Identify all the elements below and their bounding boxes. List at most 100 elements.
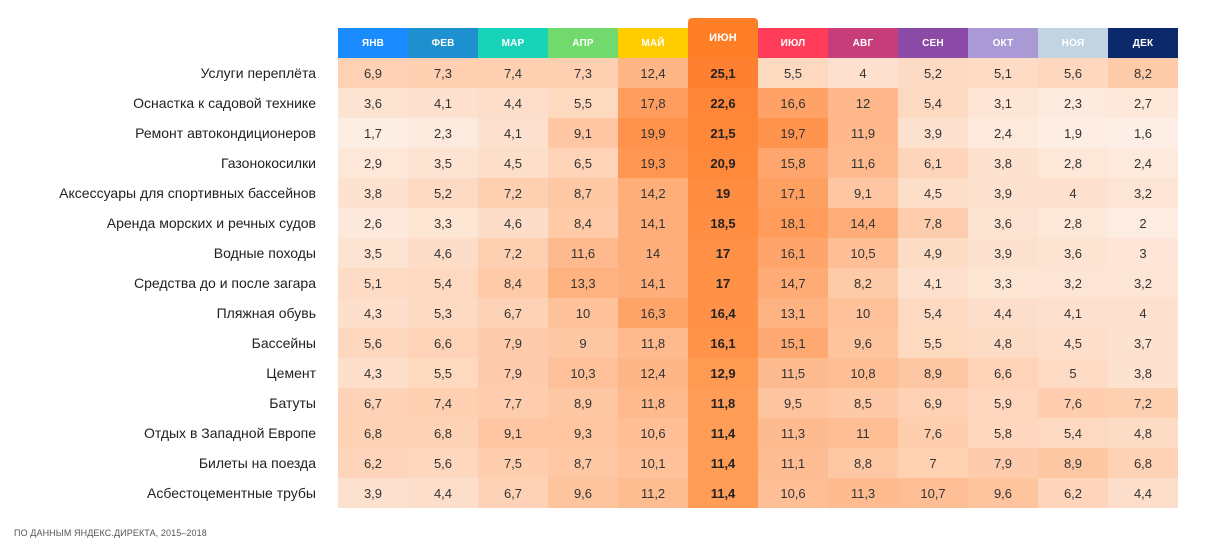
month-header-1: ЯНВ <box>338 28 408 58</box>
row-label: Пляжная обувь <box>216 305 316 321</box>
month-header-2: ФЕВ <box>408 28 478 58</box>
heatmap-cell: 9,1 <box>548 118 618 148</box>
heatmap-cell: 7,7 <box>478 388 548 418</box>
heatmap-cell: 3,9 <box>338 478 408 508</box>
heatmap-cell: 6,7 <box>478 478 548 508</box>
month-header-3: МАР <box>478 28 548 58</box>
heatmap-cell: 6,5 <box>548 148 618 178</box>
heatmap-cell: 10,8 <box>828 358 898 388</box>
heatmap-cell: 4,3 <box>338 358 408 388</box>
heatmap-cell: 7,8 <box>898 208 968 238</box>
heatmap-cell: 13,1 <box>758 298 828 328</box>
heatmap-cell: 1,7 <box>338 118 408 148</box>
seasonality-heatmap: ЯНВ ФЕВ МАР АПР МАЙ ИЮН ИЮЛ АВГ СЕН ОКТ НОЯ ДЕК Услу… <box>59 18 1178 508</box>
heatmap-cell: 12,4 <box>618 58 688 88</box>
row-label: Средства до и после загара <box>133 275 316 291</box>
heatmap-cell: 6,7 <box>338 388 408 418</box>
heatmap-cell: 11,4 <box>688 448 758 478</box>
heatmap-cell: 11,3 <box>758 418 828 448</box>
heatmap-cell: 10 <box>828 298 898 328</box>
row-label: Цемент <box>266 365 316 381</box>
heatmap-cell: 11,2 <box>618 478 688 508</box>
heatmap-cell: 4 <box>1108 298 1178 328</box>
heatmap-cell: 7,4 <box>478 58 548 88</box>
heatmap-cell: 10,6 <box>758 478 828 508</box>
heatmap-cell: 1,6 <box>1108 118 1178 148</box>
heatmap-cell: 8,4 <box>478 268 548 298</box>
heatmap-cell: 6,9 <box>898 388 968 418</box>
heatmap-cell: 11,8 <box>688 388 758 418</box>
heatmap-cell: 9,6 <box>548 478 618 508</box>
heatmap-cell: 3,6 <box>1038 238 1108 268</box>
heatmap-cell: 2,4 <box>968 118 1038 148</box>
heatmap-cell: 11,8 <box>618 328 688 358</box>
heatmap-cell: 5,2 <box>408 178 478 208</box>
heatmap-cell: 7,9 <box>968 448 1038 478</box>
row-label: Батуты <box>269 395 316 411</box>
heatmap-cell: 6,6 <box>408 328 478 358</box>
heatmap-cell: 8,2 <box>1108 58 1178 88</box>
row-label: Водные походы <box>213 245 316 261</box>
heatmap-cell: 6,2 <box>338 448 408 478</box>
heatmap-cell: 2,4 <box>1108 148 1178 178</box>
heatmap-cell: 3,6 <box>338 88 408 118</box>
heatmap-cell: 15,1 <box>758 328 828 358</box>
heatmap-cell: 8,4 <box>548 208 618 238</box>
heatmap-cell: 4,5 <box>478 148 548 178</box>
heatmap-cell: 3,9 <box>898 118 968 148</box>
heatmap-cell: 8,7 <box>548 178 618 208</box>
heatmap-cell: 16,1 <box>688 328 758 358</box>
heatmap-cell: 6,2 <box>1038 478 1108 508</box>
heatmap-cell: 3,9 <box>968 238 1038 268</box>
heatmap-cell: 6,8 <box>338 418 408 448</box>
row-label: Аксессуары для спортивных бассейнов <box>59 185 316 201</box>
heatmap-cell: 10,1 <box>618 448 688 478</box>
heatmap-cell: 8,7 <box>548 448 618 478</box>
heatmap-cell: 11,3 <box>828 478 898 508</box>
heatmap-cell: 5,6 <box>408 448 478 478</box>
heatmap-cell: 8,9 <box>898 358 968 388</box>
heatmap-cell: 17 <box>688 268 758 298</box>
heatmap-cell: 6,6 <box>968 358 1038 388</box>
row-label: Бассейны <box>251 335 316 351</box>
heatmap-cell: 3,1 <box>968 88 1038 118</box>
heatmap-cell: 9,1 <box>828 178 898 208</box>
heatmap-cell: 11,5 <box>758 358 828 388</box>
heatmap-cell: 4,1 <box>898 268 968 298</box>
row-label: Ремонт автокондиционеров <box>135 125 316 141</box>
heatmap-cell: 10,6 <box>618 418 688 448</box>
heatmap-cell: 7,2 <box>478 238 548 268</box>
row-label: Билеты на поезда <box>198 455 316 471</box>
heatmap-cell: 3,9 <box>968 178 1038 208</box>
heatmap-cell: 11,9 <box>828 118 898 148</box>
heatmap-cell: 5,1 <box>338 268 408 298</box>
heatmap-cell: 17,1 <box>758 178 828 208</box>
heatmap-cell: 10,3 <box>548 358 618 388</box>
heatmap-cell: 4,1 <box>1038 298 1108 328</box>
heatmap-cell: 19,7 <box>758 118 828 148</box>
heatmap-cell: 5,4 <box>408 268 478 298</box>
row-label: Газонокосилки <box>221 155 316 171</box>
heatmap-cell: 4,3 <box>338 298 408 328</box>
heatmap-cell: 2,7 <box>1108 88 1178 118</box>
heatmap-cell: 3,8 <box>968 148 1038 178</box>
row-label: Аренда морских и речных судов <box>106 215 316 231</box>
heatmap-cell: 9,3 <box>548 418 618 448</box>
heatmap-cell: 4,4 <box>408 478 478 508</box>
heatmap-cell: 5 <box>1038 358 1108 388</box>
heatmap-cell: 4,5 <box>898 178 968 208</box>
heatmap-cell: 5,5 <box>548 88 618 118</box>
heatmap-cell: 8,9 <box>1038 448 1108 478</box>
month-header-11: НОЯ <box>1038 28 1108 58</box>
heatmap-cell: 6,8 <box>1108 448 1178 478</box>
heatmap-cell: 4 <box>828 58 898 88</box>
month-header-12: ДЕК <box>1108 28 1178 58</box>
heatmap-cell: 9,6 <box>828 328 898 358</box>
heatmap-cell: 22,6 <box>688 88 758 118</box>
heatmap-cell: 17 <box>688 238 758 268</box>
heatmap-cell: 7,6 <box>898 418 968 448</box>
row-label: Услуги переплёта <box>200 65 316 81</box>
heatmap-cell: 3,2 <box>1038 268 1108 298</box>
month-header-8: АВГ <box>828 28 898 58</box>
heatmap-cell: 3,8 <box>338 178 408 208</box>
